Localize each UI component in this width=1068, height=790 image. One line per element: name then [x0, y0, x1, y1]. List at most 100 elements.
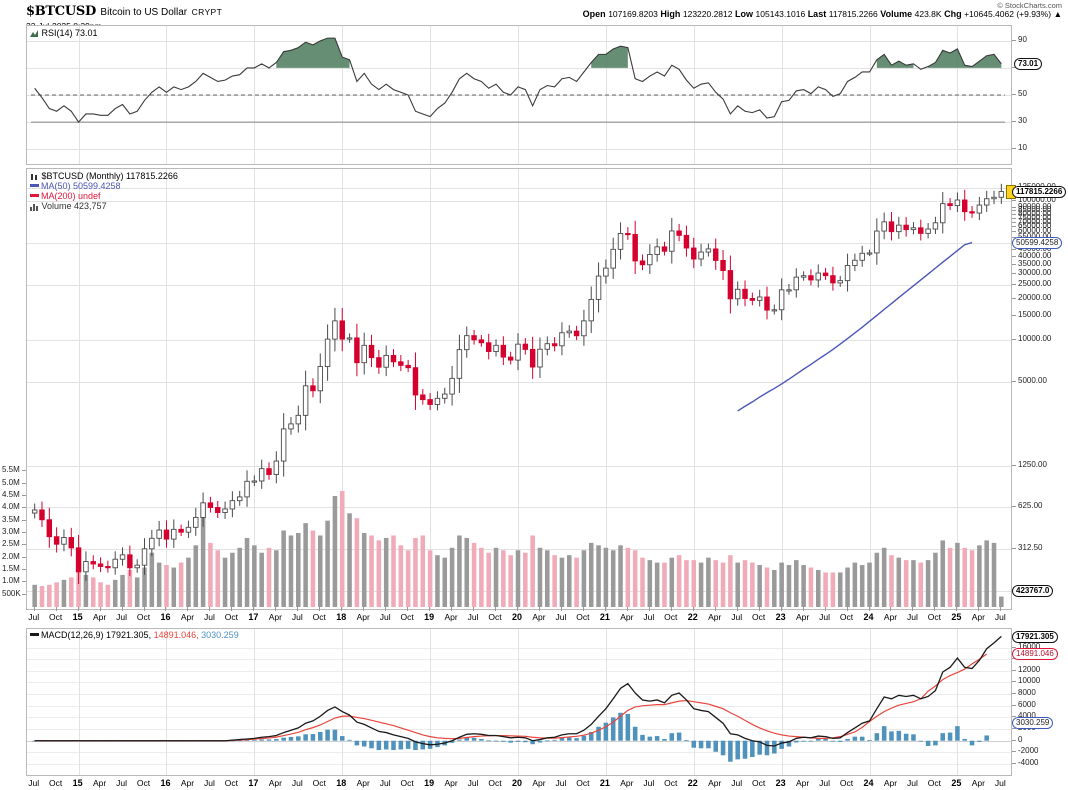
xaxis-month-label: Jul [291, 778, 303, 788]
xaxis-year-label: 20 [511, 612, 523, 622]
price-year-gridline [781, 169, 783, 609]
price-axis-tick [1012, 273, 1016, 275]
price-year-gridline [166, 169, 168, 609]
xaxis-month-label: Oct [752, 778, 766, 788]
price-axis-label: 90000.00 [1018, 201, 1052, 211]
ma50-legend-text: MA(50) 50599.4258 [41, 181, 121, 191]
volume-axis-tick [22, 569, 26, 570]
xaxis-month-label: Jul [555, 612, 567, 622]
rsi-axis-label: 50 [1018, 89, 1027, 98]
xaxis-tick [868, 607, 870, 611]
quote-open-label: Open [582, 9, 606, 19]
price-year-gridline [869, 169, 871, 609]
rsi-axis-tick [1012, 39, 1016, 41]
xaxis-tick [714, 607, 716, 611]
rsi-axis-label: 90 [1018, 34, 1027, 44]
symbol-ticker[interactable]: $BTCUSD [26, 4, 96, 19]
quote-volume-label: Volume [880, 9, 913, 19]
xaxis-tick [363, 607, 365, 611]
xaxis-year-label: 22 [687, 778, 698, 788]
price-gridline [27, 243, 1011, 245]
xaxis-tick [912, 607, 914, 611]
rsi-value-callout: 73.01 [1014, 57, 1043, 70]
volume-axis-label: 3.0M [2, 527, 20, 536]
quote-low-label: Low [735, 9, 754, 19]
price-year-gridline [605, 169, 607, 609]
volume-bars-icon [30, 201, 42, 211]
xaxis-tick [758, 607, 760, 611]
xaxis-month-label: Jul [994, 612, 1006, 622]
price-axis-tick [1012, 213, 1016, 215]
xaxis-month-label: Apr [971, 778, 985, 788]
ma200-legend-text: MA(200) undef [41, 191, 101, 201]
price-axis-label: 70000.00 [1018, 216, 1052, 226]
xaxis-tick [429, 607, 431, 611]
price-axis-tick [1012, 314, 1016, 316]
xaxis-tick [956, 607, 958, 611]
xaxis-month-label: Apr [268, 778, 282, 788]
xaxis-month-label: Oct [927, 778, 942, 788]
quote-high-value: 123220.2812 [682, 9, 733, 19]
price-panel: $BTCUSD (Monthly) 117815.2266 MA(50) 505… [26, 168, 1012, 610]
volume-axis-label: 2.5M [2, 539, 20, 549]
xaxis-tick [802, 607, 804, 611]
macd-axis-tick [1012, 728, 1016, 730]
xaxis-tick [824, 607, 826, 611]
xaxis-month-label: Oct [224, 778, 239, 788]
xaxis-year-label: 17 [248, 778, 259, 788]
xaxis-month-label: Jul [907, 778, 918, 788]
price-axis-label: 85000.00 [1018, 205, 1052, 215]
macd-legend-main: MACD(12,26,9) 17921.305, [41, 630, 152, 640]
macd-axis-label: 10000 [1018, 676, 1041, 686]
xaxis-month-label: Jul [28, 778, 40, 788]
xaxis-tick [451, 607, 453, 611]
xaxis-month-label: Apr [444, 778, 458, 788]
xaxis-tick [209, 607, 211, 611]
xaxis-tick [407, 607, 409, 611]
price-year-gridline [430, 169, 432, 609]
price-axis-label: 35000.00 [1018, 258, 1052, 268]
price-gridline [27, 507, 1011, 509]
xaxis-year-label: 16 [160, 612, 171, 622]
xaxis-month-label: Oct [752, 612, 766, 622]
quote-volume-value: 423.8K [914, 9, 942, 19]
price-year-gridline [78, 169, 80, 609]
rsi-gridline [27, 67, 1011, 69]
xaxis-month-label: Oct [839, 612, 854, 622]
price-axis-tick [1012, 221, 1016, 223]
volume-axis-tick [22, 470, 26, 472]
price-axis-tick [1012, 255, 1016, 257]
xaxis-month-label: Apr [620, 778, 634, 788]
xaxis-tick [934, 607, 936, 611]
macd-gridline [27, 670, 1011, 672]
xaxis-tick [517, 607, 518, 611]
quote-high-label: High [660, 9, 681, 19]
volume-axis-label: 500K [2, 588, 21, 598]
ma200-swatch-icon [30, 194, 39, 198]
xaxis-tick [846, 607, 848, 611]
quote-line: Open 107169.8203 High 123220.2812 Low 10… [583, 9, 1062, 19]
macd-gridline [27, 705, 1011, 707]
xaxis-year-label: 16 [160, 778, 171, 788]
xaxis-year-label: 22 [687, 612, 698, 622]
volume-axis-tick [22, 556, 26, 558]
quote-last-value: 117815.2266 [828, 9, 878, 19]
price-axis-tick [1012, 284, 1016, 286]
xaxis-month-label: Apr [180, 612, 195, 622]
rsi-axis-tick [1012, 121, 1016, 123]
xaxis-year-label: 18 [336, 612, 347, 622]
macd-hist-callout: 3030.259 [1012, 717, 1054, 730]
xaxis-year-label: 21 [599, 612, 610, 622]
price-axis-label: 100000.00 [1018, 195, 1056, 205]
xaxis-month-label: Oct [488, 778, 502, 788]
xaxis-month-label: Jul [467, 612, 479, 622]
xaxis-year-label: 18 [336, 778, 347, 788]
price-axis-label: 312.50 [1018, 543, 1043, 553]
xaxis-year-label: 21 [599, 778, 610, 788]
candlestick-icon [30, 171, 42, 181]
price-axis-tick [1012, 263, 1016, 265]
price-plot [31, 183, 1005, 607]
volume-axis-label: 5.0M [2, 477, 20, 487]
price-gridline [27, 201, 1011, 203]
